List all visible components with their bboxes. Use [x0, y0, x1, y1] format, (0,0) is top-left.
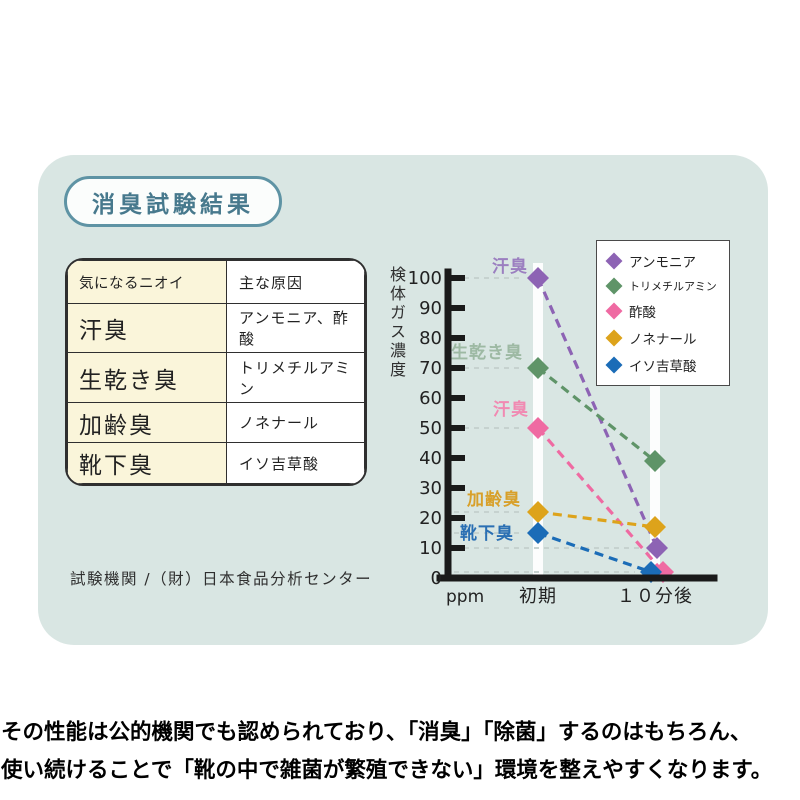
series-line [537, 510, 656, 529]
y-tick-label: 100 [408, 268, 442, 289]
x-category-label: 初期 [519, 586, 557, 607]
point-label: 靴下臭 [460, 523, 514, 544]
odor-cell: 生乾き臭 [67, 352, 227, 403]
diamond-marker-icon [605, 277, 623, 295]
odor-cause-table: 気になるニオイ 主な原因 汗臭 アンモニア、酢酸 生乾き臭 トリメチルアミン 加齢臭 ノネ… [65, 258, 367, 486]
y-tick-label: 70 [419, 358, 442, 379]
data-point [646, 537, 668, 559]
odor-cell: 靴下臭 [67, 442, 227, 484]
title-badge: 消臭試験結果 [64, 176, 282, 227]
point-label: 生乾き臭 [451, 342, 523, 363]
data-point [527, 417, 549, 439]
diamond-marker-icon [605, 356, 623, 374]
legend-item: トリメチルアミン [605, 277, 721, 295]
diamond-marker-icon [605, 252, 623, 270]
table-header-row: 気になるニオイ 主な原因 [67, 260, 365, 304]
series-line [537, 366, 656, 463]
y-axis-label: 検体ガス濃度 [387, 266, 406, 380]
series-line [536, 426, 665, 574]
table-row: 靴下臭 イソ吉草酸 [67, 442, 365, 484]
y-tick-label: 0 [431, 568, 442, 589]
point-label: 加齢臭 [466, 489, 521, 510]
column-highlight-band [650, 263, 660, 578]
cause-cell: アンモニア、酢酸 [226, 302, 365, 354]
odor-cell: 汗臭 [67, 302, 227, 354]
diamond-marker-icon [605, 329, 623, 347]
diamond-marker-icon [605, 302, 623, 320]
data-point [527, 501, 549, 523]
data-point [644, 516, 666, 538]
column-header-odor: 気になるニオイ [67, 260, 227, 304]
point-label: 汗臭 [493, 399, 529, 420]
table-row: 生乾き臭 トリメチルアミン [67, 352, 365, 403]
legend-item: アンモニア [605, 251, 721, 271]
y-tick-label: 60 [419, 388, 442, 409]
y-tick-label: 20 [419, 508, 442, 529]
legend-item: 酢酸 [605, 301, 721, 321]
legend-item: イソ吉草酸 [605, 355, 721, 375]
y-tick-label: 50 [419, 418, 442, 439]
cause-cell: トリメチルアミン [226, 352, 365, 403]
series-line [536, 277, 659, 549]
odor-cell: 加齢臭 [67, 401, 227, 444]
legend-label: ノネナール [629, 331, 697, 348]
table-row: 加齢臭 ノネナール [67, 401, 365, 444]
legend-label: アンモニア [629, 255, 696, 272]
legend-label: イソ吉草酸 [629, 358, 697, 375]
data-point [644, 450, 666, 472]
x-category-label: １０分後 [617, 586, 693, 607]
test-institution-caption: 試験機関 /（財）日本食品分析センター [70, 570, 373, 588]
y-tick-label: 10 [419, 538, 442, 559]
legend-label: 酢酸 [629, 304, 656, 321]
cause-cell: ノネナール [226, 401, 365, 444]
column-header-cause: 主な原因 [226, 260, 365, 304]
data-point [527, 267, 549, 289]
footer-line-1: その性能は公的機関でも認められており、「消臭」「除菌」するのはもちろん、 [1, 720, 752, 745]
chart-legend: アンモニアトリメチルアミン 酢酸ノネナールイソ吉草酸 [596, 240, 730, 386]
y-tick-label: 90 [419, 298, 442, 319]
legend-label: トリメチルアミン [629, 280, 717, 294]
table-row: 汗臭 アンモニア、酢酸 [67, 302, 365, 354]
data-point [527, 357, 549, 379]
data-point [527, 522, 549, 544]
y-tick-label: 40 [419, 448, 442, 469]
cause-cell: イソ吉草酸 [226, 442, 365, 484]
page-title: 消臭試験結果 [92, 191, 254, 218]
footer-text: その性能は公的機関でも認められており、「消臭」「除菌」するのはもちろん、 使い続… [1, 714, 800, 790]
footer-line-2: 使い続けることで「靴の中で雑菌が繁殖できない」環境を整えやすくなります。 [1, 758, 773, 783]
series-line [537, 531, 652, 574]
point-label: 汗臭 [492, 256, 528, 277]
legend-item: ノネナール [605, 328, 721, 348]
unit-label: ppm [446, 587, 484, 607]
y-tick-label: 80 [419, 328, 442, 349]
y-tick-label: 30 [419, 478, 442, 499]
